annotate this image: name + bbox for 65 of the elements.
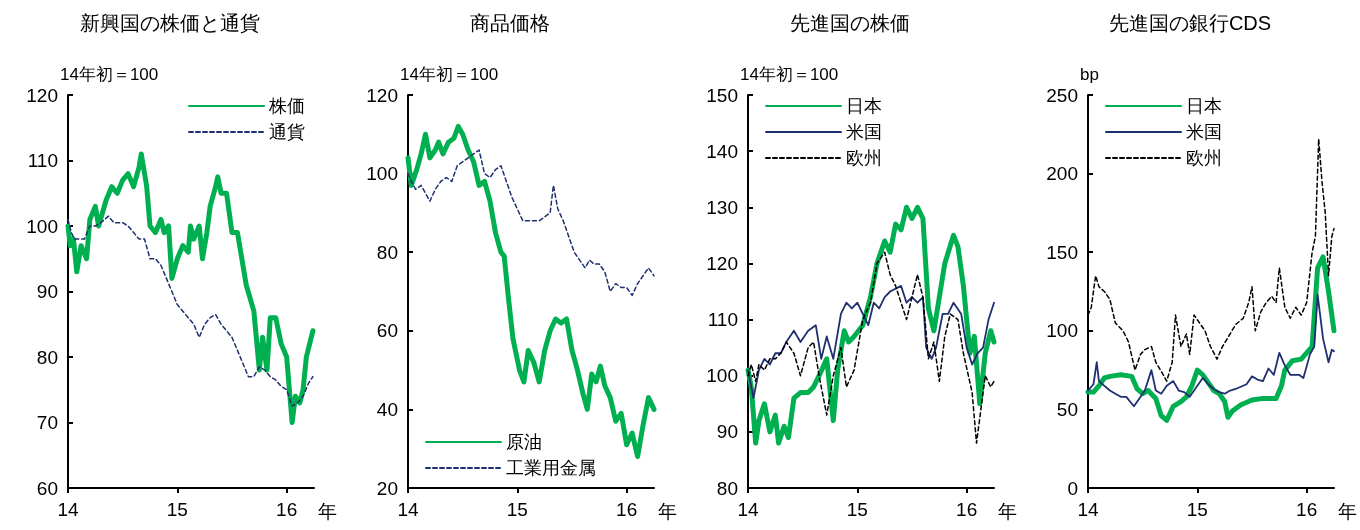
- y-tick-label: 150: [1046, 241, 1078, 263]
- chart-title: 新興国の株価と通貨: [80, 12, 260, 34]
- chart-title: 商品価格: [470, 12, 550, 34]
- legend-label: 原油: [506, 432, 542, 452]
- legend-label: 通貨: [269, 122, 305, 142]
- line-series: [407, 149, 655, 297]
- x-tick-label: 16: [276, 499, 298, 520]
- x-tick-label: 16: [616, 499, 638, 520]
- y-tick-label: 70: [36, 412, 58, 433]
- x-axis-title: 年: [998, 501, 1017, 522]
- y-axis-title: 14年初＝100: [740, 65, 839, 84]
- legend-label: 米国: [1186, 122, 1222, 142]
- legend-label: 工業用金属: [506, 458, 596, 478]
- legend-label: 日本: [1186, 96, 1222, 116]
- y-tick-label: 110: [27, 150, 58, 171]
- y-tick-label: 100: [366, 163, 398, 185]
- line-series: [1087, 293, 1335, 408]
- legend-label: 欧州: [1186, 148, 1222, 168]
- legend-label: 日本: [846, 96, 882, 116]
- y-tick-label: 140: [706, 140, 738, 162]
- chart-title: 先進国の株価: [790, 12, 910, 34]
- y-tick-label: 120: [366, 84, 398, 106]
- x-tick-label: 15: [506, 499, 528, 520]
- x-tick-label: 15: [1186, 499, 1208, 520]
- y-tick-label: 110: [707, 309, 738, 331]
- y-tick-label: 90: [36, 281, 58, 302]
- y-tick-label: 90: [716, 421, 738, 443]
- x-tick-label: 16: [956, 499, 978, 520]
- y-tick-label: 120: [26, 84, 58, 106]
- x-tick-label: 15: [846, 499, 868, 520]
- x-tick-label: 14: [737, 499, 759, 520]
- y-tick-label: 100: [26, 215, 58, 237]
- y-tick-label: 80: [716, 477, 738, 499]
- y-tick-label: 80: [376, 241, 398, 263]
- y-tick-label: 100: [1046, 320, 1078, 342]
- line-series: [747, 284, 995, 400]
- y-axis-title: 14年初＝100: [400, 65, 499, 84]
- legend-label: 米国: [846, 122, 882, 142]
- y-tick-label: 100: [706, 365, 738, 387]
- x-tick-label: 14: [1077, 499, 1099, 520]
- x-axis-title: 年: [1338, 501, 1357, 522]
- chart-title: 先進国の銀行CDS: [1108, 12, 1272, 34]
- y-tick-label: 60: [36, 477, 58, 499]
- x-tick-label: 16: [1296, 499, 1318, 520]
- legend-label: 欧州: [846, 148, 882, 168]
- y-tick-label: 250: [1046, 84, 1078, 106]
- y-tick-label: 130: [706, 196, 738, 218]
- y-tick-label: 0: [1067, 477, 1078, 499]
- y-axis-title: 14年初＝100: [60, 65, 159, 84]
- x-axis-title: 年: [318, 501, 337, 522]
- y-axis-title: bp: [1080, 65, 1099, 84]
- x-tick-label: 14: [397, 499, 419, 520]
- x-tick-label: 14: [57, 499, 79, 520]
- x-axis-title: 年: [658, 501, 677, 522]
- legend-label: 株価: [268, 96, 305, 116]
- line-series: [67, 215, 314, 407]
- y-tick-label: 80: [36, 346, 58, 368]
- x-tick-label: 15: [166, 499, 188, 520]
- y-tick-label: 200: [1046, 163, 1078, 185]
- y-tick-label: 50: [1056, 398, 1078, 420]
- y-tick-label: 60: [376, 320, 398, 342]
- y-tick-label: 40: [376, 398, 398, 420]
- y-tick-label: 120: [706, 252, 738, 274]
- y-tick-label: 150: [706, 84, 738, 106]
- y-tick-label: 20: [376, 477, 398, 499]
